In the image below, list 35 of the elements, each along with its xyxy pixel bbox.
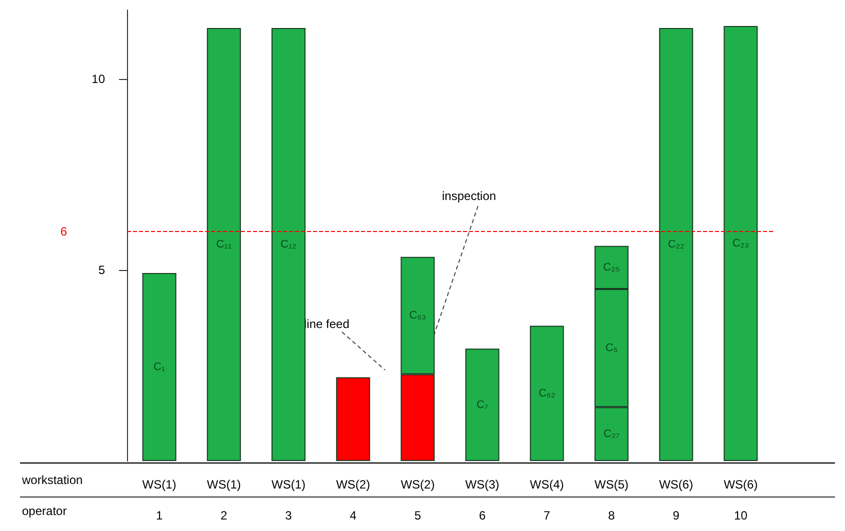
bar bbox=[336, 377, 370, 461]
data-label: C₁ bbox=[153, 360, 166, 373]
data-label: C₁₁ bbox=[216, 238, 232, 250]
text: operator bbox=[22, 504, 67, 518]
category-label: WS(3) 6 bbox=[465, 478, 500, 522]
bar bbox=[659, 28, 694, 461]
data-label: C₂₃ bbox=[732, 238, 750, 250]
category-label: WS(2) 5 bbox=[400, 478, 435, 522]
bar bbox=[206, 28, 241, 461]
category-label: WS(2) 4 bbox=[336, 478, 370, 522]
y-tick-label: 5 bbox=[98, 262, 106, 277]
category-label: WS(4) 7 bbox=[530, 478, 564, 522]
data-label: C₂₂ bbox=[668, 238, 684, 250]
data-label: C₆₂ bbox=[538, 387, 556, 400]
bar bbox=[530, 326, 564, 461]
category-label: WS(1) 1 bbox=[142, 478, 176, 522]
category-label: WS(5) 8 bbox=[594, 478, 628, 522]
data-label: C₅ bbox=[605, 342, 618, 354]
y-tick-label: 10 bbox=[92, 72, 106, 86]
data-label: C₂₇ bbox=[604, 428, 620, 440]
category-label: WS(6) 10 bbox=[724, 478, 758, 522]
category-label: WS(1) 2 bbox=[206, 478, 241, 522]
bar bbox=[465, 348, 500, 461]
bar bbox=[272, 28, 306, 461]
annotation: inspection bbox=[442, 189, 496, 203]
ref-line-label: 6 bbox=[60, 224, 68, 239]
data-label: C₂₅ bbox=[603, 261, 620, 274]
bar bbox=[724, 26, 758, 461]
category-label: WS(6) 9 bbox=[659, 478, 694, 522]
data-label: C₁₂ bbox=[280, 238, 296, 250]
data-label: C₇ bbox=[476, 398, 488, 411]
category-label: WS(1) 3 bbox=[272, 478, 306, 522]
text: workstation bbox=[21, 473, 83, 487]
data-label: C₆₃ bbox=[409, 310, 426, 322]
bar bbox=[142, 272, 176, 461]
